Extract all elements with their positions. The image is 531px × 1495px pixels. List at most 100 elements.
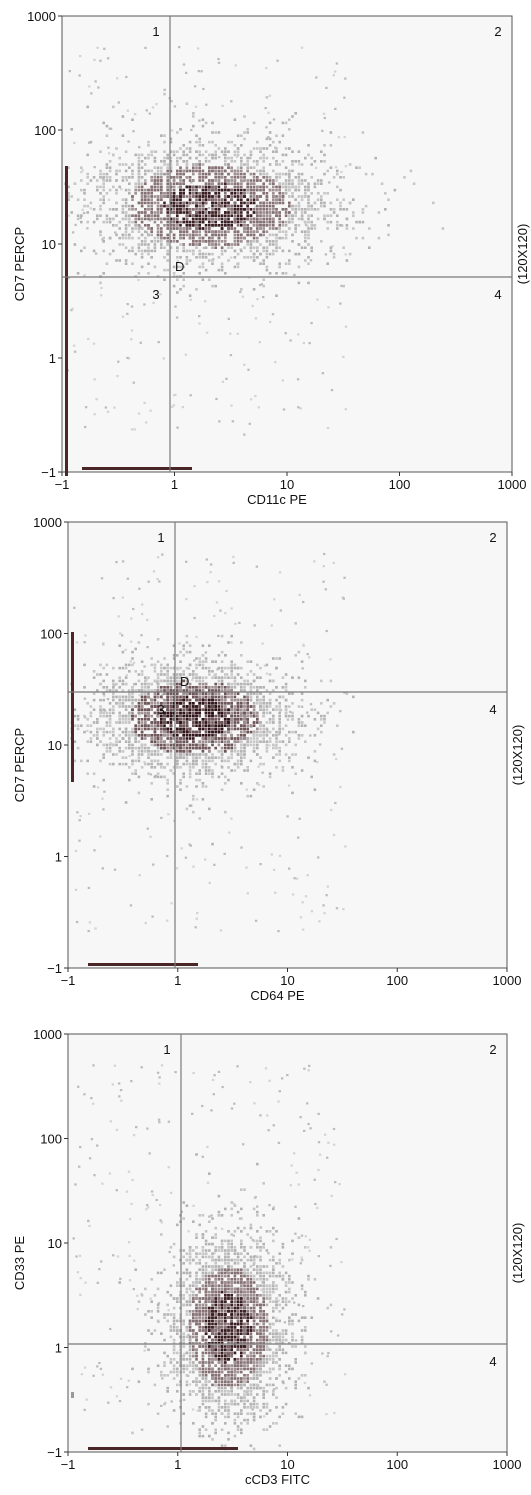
event-dot: [281, 686, 285, 689]
event-dot: [134, 214, 137, 217]
event-dot: [124, 676, 128, 679]
event-dot: [138, 146, 141, 149]
event-dot: [224, 240, 227, 243]
event-dot: [156, 230, 160, 233]
event-dot: [211, 185, 214, 189]
event-dot: [259, 169, 262, 173]
event-dot: [118, 750, 121, 753]
event-dot: [211, 214, 214, 217]
event-dot: [198, 721, 201, 724]
event-dot: [204, 176, 208, 179]
event-dot: [73, 708, 77, 711]
event-dot: [300, 705, 304, 708]
event-dot: [352, 227, 355, 230]
event-dot: [236, 217, 240, 221]
event-dot: [281, 121, 285, 125]
event-dot: [115, 224, 118, 227]
event-dot: [211, 698, 214, 702]
event-dot: [230, 666, 233, 670]
event-dot: [217, 224, 221, 227]
event-dot: [172, 236, 176, 240]
event-dot: [227, 666, 230, 670]
event-dot: [297, 281, 301, 285]
event-dot: [166, 676, 169, 679]
event-dot: [272, 217, 275, 221]
event-dot: [182, 211, 185, 214]
event-dot: [140, 682, 144, 686]
event-dot: [195, 676, 198, 679]
event-dot: [294, 160, 297, 163]
event-dot: [236, 233, 240, 237]
event-dot: [284, 262, 288, 265]
event-dot: [105, 124, 109, 128]
event-dot: [345, 259, 349, 262]
event-dot: [352, 198, 355, 201]
event-dot: [169, 698, 173, 702]
event-dot: [294, 214, 297, 217]
event-dot: [252, 240, 256, 243]
quadrant-label-2: 2: [494, 24, 501, 39]
event-dot: [262, 188, 265, 192]
event-dot: [137, 166, 141, 169]
event-dot: [230, 224, 233, 227]
event-dot: [297, 179, 301, 182]
event-dot: [243, 192, 246, 195]
event-dot: [156, 702, 160, 705]
event-dot: [281, 230, 285, 233]
event-dot: [99, 708, 102, 711]
event-dot: [130, 305, 134, 308]
event-dot: [249, 195, 253, 198]
event-dot: [201, 679, 205, 683]
event-dot: [144, 746, 147, 750]
event-dot: [201, 195, 205, 198]
event-dot: [265, 249, 269, 253]
event-dot: [220, 262, 224, 265]
event-dot: [156, 556, 160, 559]
event-dot: [304, 223, 308, 226]
event-dot: [259, 204, 262, 208]
event-dot: [217, 634, 220, 637]
event-dot: [160, 702, 163, 705]
event-dot: [176, 689, 179, 692]
event-dot: [249, 670, 253, 673]
event-dot: [188, 702, 192, 705]
event-dot: [131, 743, 134, 747]
event-dot: [264, 107, 267, 110]
event-dot: [147, 724, 150, 727]
event-dot: [131, 172, 134, 176]
event-dot: [224, 686, 227, 689]
event-dot: [211, 743, 214, 747]
event-dot: [204, 698, 208, 702]
event-dot: [288, 188, 291, 192]
event-dot: [302, 643, 305, 646]
event-dot: [81, 169, 84, 172]
event-dot: [214, 714, 217, 718]
plot-panel-cd64: 1 2 3 4 D −1 1 10 100 1000 1000 100 10 1 −1 CD64 PE CD7 …: [0, 510, 531, 1003]
event-dot: [256, 179, 259, 182]
event-dot: [265, 67, 268, 70]
event-dot: [307, 714, 310, 718]
event-dot: [291, 240, 294, 243]
event-dot: [107, 198, 111, 201]
event-dot: [151, 106, 155, 109]
event-dot: [214, 208, 217, 211]
event-dot: [278, 265, 281, 269]
event-dot: [240, 743, 243, 747]
event-dot: [278, 718, 281, 721]
event-dot: [198, 265, 201, 269]
event-dot: [217, 211, 221, 214]
event-dot: [140, 176, 144, 179]
event-dot: [192, 708, 195, 711]
event-dot: [280, 237, 283, 240]
event-dot: [131, 727, 134, 731]
event-dot: [230, 607, 233, 610]
event-dot: [131, 759, 134, 763]
event-dot: [185, 211, 189, 214]
event-dot: [124, 666, 128, 670]
event-dot: [265, 156, 269, 160]
event-dot: [148, 219, 151, 222]
event-dot: [214, 195, 217, 198]
event-dot: [160, 236, 163, 240]
event-dot: [204, 192, 208, 195]
event-dot: [131, 249, 134, 253]
